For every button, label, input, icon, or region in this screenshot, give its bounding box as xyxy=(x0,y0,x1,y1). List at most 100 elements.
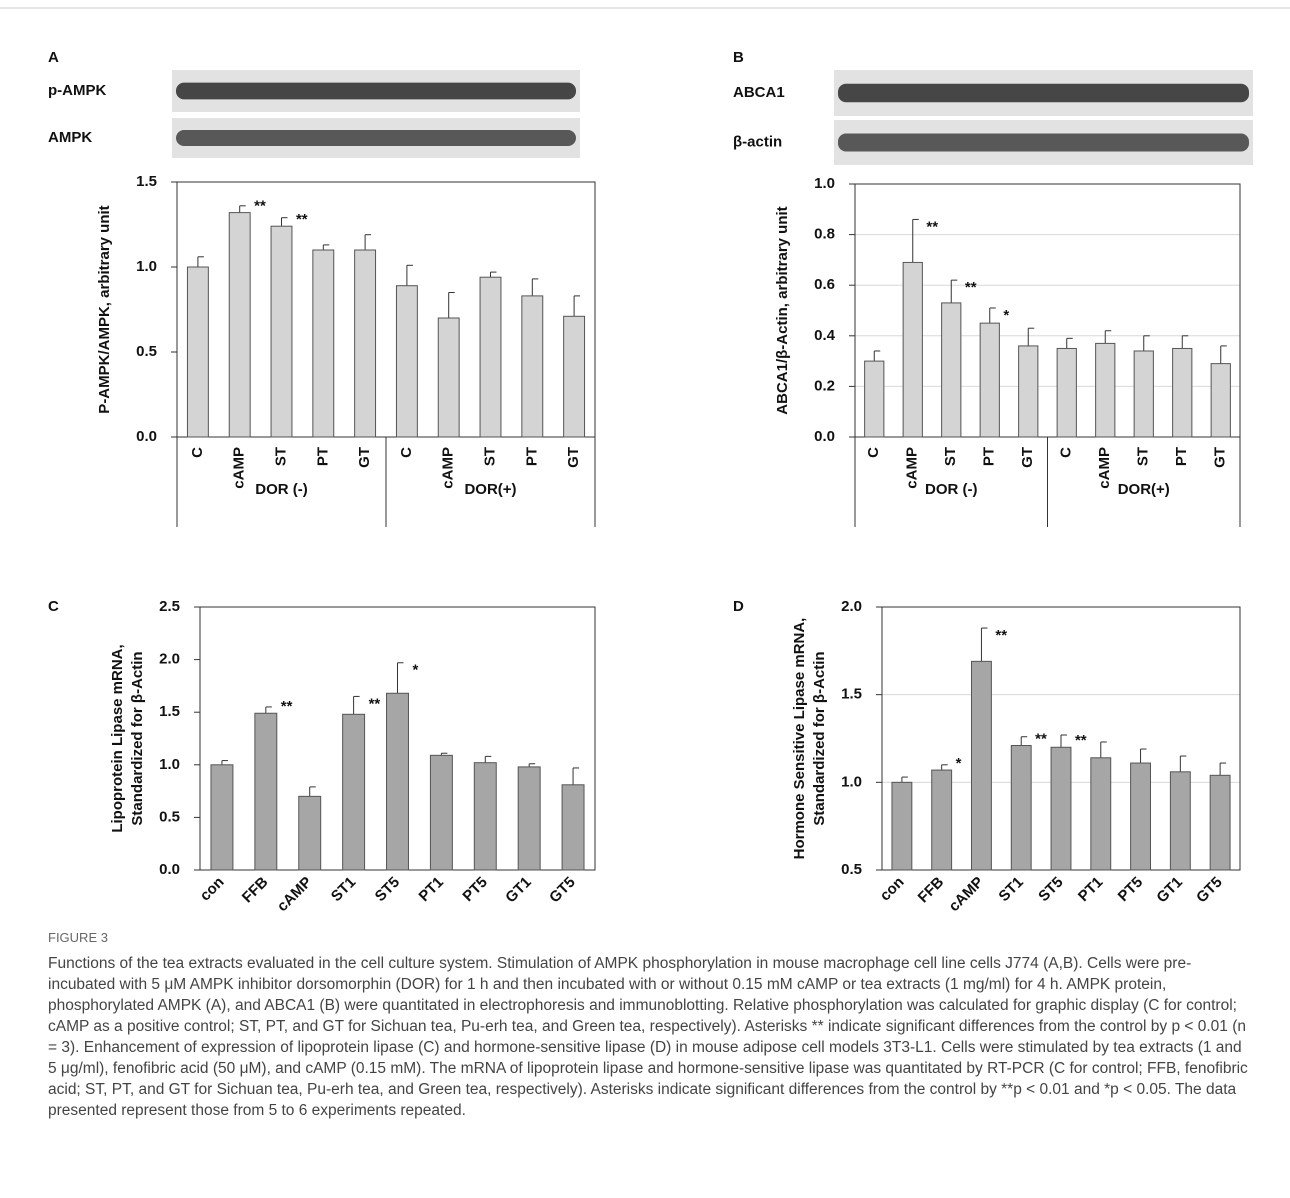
x-tick-label: C xyxy=(189,447,206,458)
y-tick-label: 0.5 xyxy=(159,808,180,825)
x-tick-label: cAMP xyxy=(274,874,315,915)
panel-label: C xyxy=(48,598,59,615)
x-tick-label: con xyxy=(877,874,908,905)
bar xyxy=(438,318,459,437)
significance-label: ** xyxy=(926,218,938,235)
x-tick-label: ST xyxy=(1135,447,1152,466)
bar xyxy=(903,262,922,437)
x-tick-label: FFB xyxy=(915,874,948,907)
x-tick-label: GT5 xyxy=(546,874,579,907)
bar xyxy=(343,714,365,870)
bar xyxy=(980,323,999,437)
x-tick-label: ST xyxy=(942,447,959,466)
x-tick-label: C xyxy=(398,447,415,458)
bar xyxy=(299,796,321,870)
panel-label: A xyxy=(48,49,59,66)
y-tick-label: 1.0 xyxy=(841,773,862,790)
x-tick-label: cAMP xyxy=(440,447,457,489)
y-axis-label: P-AMPK/AMPK, arbitrary unit xyxy=(96,205,113,413)
panel-label: B xyxy=(733,49,744,66)
blot-label: p-AMPK xyxy=(48,82,106,99)
bar xyxy=(1019,346,1038,437)
y-tick-label: 0.6 xyxy=(814,276,835,293)
bar xyxy=(480,277,501,437)
bar xyxy=(865,361,884,437)
panel-label: D xyxy=(733,598,744,615)
bar xyxy=(271,226,292,437)
bar xyxy=(892,782,912,870)
x-tick-label: GT1 xyxy=(1153,874,1186,907)
y-tick-label: 1.0 xyxy=(159,756,180,773)
y-tick-label: 0.5 xyxy=(136,343,157,360)
x-tick-label: cAMP xyxy=(1096,447,1113,489)
x-tick-label: PT5 xyxy=(1115,874,1146,905)
y-tick-label: 1.5 xyxy=(159,703,180,720)
bar xyxy=(255,713,277,870)
x-tick-label: PT5 xyxy=(459,874,490,905)
x-tick-label: GT xyxy=(356,447,373,468)
y-tick-label: 1.5 xyxy=(841,686,862,703)
bar xyxy=(211,765,233,870)
caption-text: Functions of the tea extracts evaluated … xyxy=(48,953,1248,1121)
significance-label: ** xyxy=(965,279,977,296)
bar xyxy=(474,763,496,870)
y-tick-label: 1.5 xyxy=(136,173,157,190)
x-tick-label: GT xyxy=(1019,447,1036,468)
bar xyxy=(972,661,992,870)
x-tick-label: ST1 xyxy=(328,874,359,905)
bar xyxy=(518,767,540,870)
y-tick-label: 2.0 xyxy=(159,651,180,668)
x-tick-label: PT xyxy=(523,447,540,466)
y-tick-label: 1.0 xyxy=(814,175,835,192)
y-tick-label: 2.0 xyxy=(841,598,862,615)
bar xyxy=(1057,348,1076,437)
x-tick-label: ST1 xyxy=(995,874,1026,905)
significance-label: * xyxy=(956,755,962,772)
page: Ap-AMPK AMPK 0.0 0.5 1.0 1.5 P-AMPK/AMPK, arbi… xyxy=(0,0,1290,1198)
y-axis-label: Hormone Sensitive Lipase mRNA, xyxy=(791,618,808,860)
x-tick-label: cAMP xyxy=(904,447,921,489)
significance-label: ** xyxy=(1035,730,1047,747)
significance-label: ** xyxy=(369,695,381,712)
bar xyxy=(187,267,208,437)
significance-label: ** xyxy=(995,627,1007,644)
blot-band xyxy=(838,84,1249,102)
y-axis-label: Standardized for β-Actin xyxy=(811,651,828,825)
x-tick-label: ST xyxy=(481,447,498,466)
bar xyxy=(313,250,334,437)
bar xyxy=(562,785,584,870)
bar xyxy=(942,303,961,437)
y-tick-label: 0.2 xyxy=(814,377,835,394)
x-tick-label: GT xyxy=(1212,447,1229,468)
bar xyxy=(522,296,543,437)
group-label: DOR(+) xyxy=(464,481,516,498)
group-label: DOR(+) xyxy=(1118,481,1170,498)
x-tick-label: ST5 xyxy=(1035,874,1066,905)
bar xyxy=(387,693,409,870)
x-tick-label: PT xyxy=(314,447,331,466)
bar xyxy=(1096,343,1115,437)
y-tick-label: 0.0 xyxy=(159,861,180,878)
significance-label: ** xyxy=(1075,732,1087,749)
bar xyxy=(932,770,952,870)
y-axis-label: Lipoprotein Lipase mRNA, xyxy=(109,644,126,832)
x-tick-label: cAMP xyxy=(231,447,248,489)
group-label: DOR (-) xyxy=(255,481,308,498)
bar xyxy=(1091,758,1111,870)
x-tick-label: PT1 xyxy=(416,874,447,905)
y-tick-label: 0.4 xyxy=(814,327,836,344)
y-tick-label: 0.8 xyxy=(814,226,835,243)
significance-label: * xyxy=(1003,307,1009,324)
y-tick-label: 0.5 xyxy=(841,861,862,878)
caption: FIGURE 3 Functions of the tea extracts e… xyxy=(48,930,1248,1121)
blot-band xyxy=(838,134,1249,152)
x-tick-label: C xyxy=(1058,447,1075,458)
blot-label: AMPK xyxy=(48,129,92,146)
bar xyxy=(564,316,585,437)
bar xyxy=(229,213,250,437)
y-axis-label: ABCA1/β-Actin, arbitrary unit xyxy=(774,206,791,414)
blot-label: ABCA1 xyxy=(733,84,785,101)
x-tick-label: con xyxy=(197,874,228,905)
x-tick-label: FFB xyxy=(239,874,272,907)
x-tick-label: PT1 xyxy=(1075,874,1106,905)
